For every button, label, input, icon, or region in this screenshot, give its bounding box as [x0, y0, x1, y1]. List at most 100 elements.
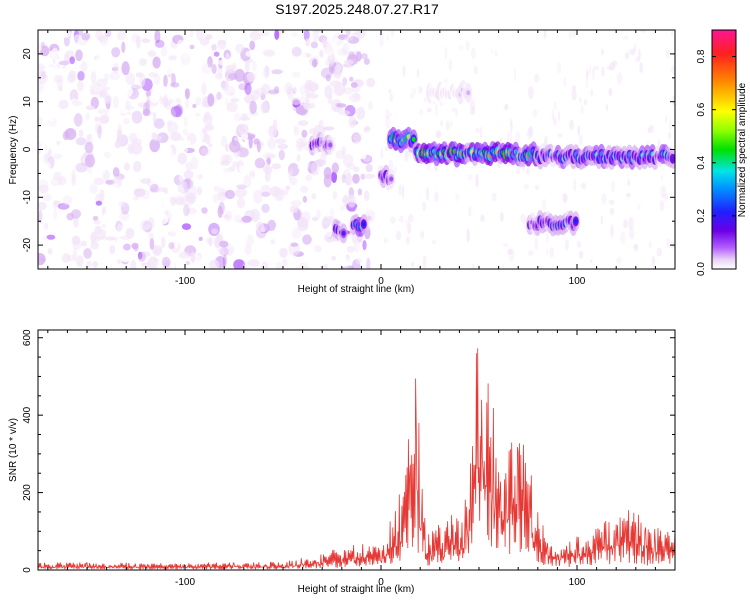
noise-blob	[71, 100, 83, 106]
noise-blob	[80, 61, 88, 72]
noise-blob	[323, 126, 335, 131]
noise-blob	[300, 185, 309, 193]
noise-blob	[534, 237, 539, 250]
noise-blob	[345, 30, 351, 37]
noise-blob	[291, 227, 302, 240]
noise-blob	[364, 64, 371, 78]
noise-blob	[47, 248, 53, 255]
noise-blob	[103, 212, 112, 221]
noise-blob	[238, 233, 248, 244]
noise-blob	[235, 187, 247, 198]
noise-blob	[93, 177, 105, 185]
noise-blob	[600, 215, 604, 225]
noise-blob	[224, 81, 229, 90]
noise-blob	[303, 30, 310, 42]
noise-blob	[325, 74, 331, 82]
noise-blob	[201, 82, 207, 96]
noise-blob	[386, 34, 389, 42]
noise-blob	[286, 72, 293, 80]
noise-blob	[219, 247, 229, 257]
noise-blob	[44, 222, 49, 230]
noise-blob	[388, 159, 394, 171]
noise-blob	[278, 119, 285, 130]
y-tick-label: -10	[22, 190, 33, 205]
noise-blob	[611, 60, 618, 67]
noise-blob	[226, 101, 238, 113]
noise-blob	[73, 113, 83, 127]
noise-blob	[333, 38, 338, 45]
noise-blob	[178, 251, 191, 259]
noise-blob	[360, 53, 368, 60]
noise-blob	[196, 186, 203, 196]
noise-blob	[114, 159, 126, 165]
noise-blob	[116, 238, 125, 247]
noise-blob	[87, 45, 96, 58]
noise-blob	[62, 30, 72, 38]
noise-blob	[408, 214, 414, 223]
noise-blob	[404, 150, 408, 162]
noise-blob	[471, 47, 476, 60]
noise-blob	[240, 113, 248, 121]
noise-blob	[167, 120, 173, 126]
noise-blob	[226, 236, 236, 249]
noise-blob	[290, 242, 299, 247]
noise-blob	[581, 182, 587, 190]
noise-blob	[71, 174, 76, 186]
noise-blob	[204, 194, 216, 207]
y-tick-label: 0	[22, 146, 33, 152]
noise-blob	[307, 93, 319, 99]
noise-blob	[48, 116, 54, 122]
noise-blob	[130, 142, 143, 155]
noise-blob	[151, 135, 163, 142]
noise-blob	[47, 148, 52, 158]
noise-blob	[121, 41, 126, 53]
noise-blob	[660, 185, 666, 199]
noise-blob	[260, 261, 269, 269]
noise-blob	[152, 112, 157, 123]
noise-blob	[525, 167, 530, 175]
noise-blob	[230, 98, 240, 103]
noise-blob	[466, 228, 470, 243]
noise-blob	[652, 256, 656, 269]
noise-blob	[261, 83, 271, 95]
noise-blob	[545, 232, 549, 243]
noise-blob	[573, 178, 577, 192]
noise-blob	[304, 79, 314, 91]
noise-blob	[356, 106, 366, 120]
noise-blob	[89, 183, 99, 195]
noise-blob	[593, 65, 600, 71]
noise-blob	[305, 174, 313, 182]
noise-blob	[91, 134, 96, 142]
noise-blob	[52, 153, 63, 160]
noise-blob	[155, 260, 163, 269]
noise-blob	[572, 85, 576, 92]
noise-blob	[422, 201, 426, 212]
noise-blob	[177, 152, 188, 165]
noise-blob	[221, 135, 228, 148]
noise-blob	[523, 184, 530, 190]
noise-blob	[149, 90, 161, 103]
noise-blob	[217, 63, 223, 77]
noise-blob	[278, 149, 285, 161]
noise-blob	[426, 107, 432, 113]
noise-blob	[608, 199, 615, 206]
noise-blob	[534, 73, 540, 83]
noise-blob	[94, 225, 103, 236]
noise-blob	[365, 163, 373, 173]
noise-blob	[141, 38, 151, 43]
noise-blob	[637, 203, 641, 210]
noise-blob	[40, 234, 48, 249]
noise-blob	[532, 109, 538, 118]
noise-blob	[268, 109, 277, 119]
spectrogram-band	[386, 126, 418, 154]
noise-blob	[38, 82, 44, 93]
noise-blob	[213, 181, 221, 194]
noise-blob	[153, 118, 165, 129]
snr-frame	[37, 329, 676, 571]
noise-blob	[103, 151, 112, 159]
noise-blob	[168, 231, 177, 237]
noise-blob	[669, 119, 673, 131]
noise-blob	[94, 122, 103, 134]
noise-blob	[237, 123, 249, 135]
colorbar-tick-label: 0.0	[696, 262, 707, 276]
